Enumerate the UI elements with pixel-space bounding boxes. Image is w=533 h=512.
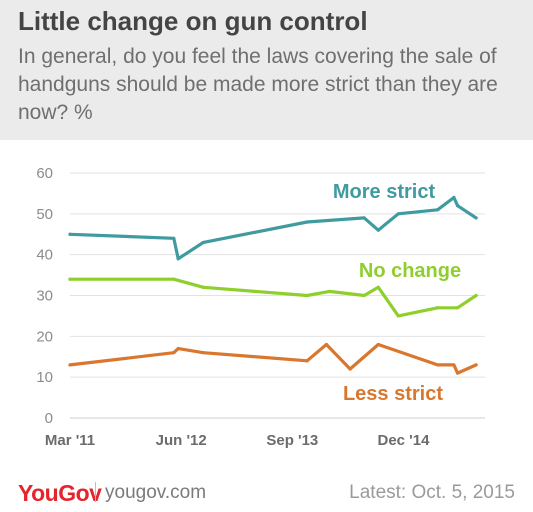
data-point-no-change (435, 306, 440, 310)
x-tick-label: Sep '13 (266, 432, 318, 449)
x-tick-label: Jun '12 (156, 432, 207, 449)
data-point-more-strict (396, 212, 400, 216)
data-point-more-strict (435, 208, 440, 212)
data-point-more-strict (201, 240, 205, 245)
data-point-more-strict (376, 228, 380, 232)
series-line-no-change (68, 277, 478, 318)
data-point-no-change (474, 293, 478, 298)
data-point-less-strict (68, 363, 72, 367)
brand-logo[interactable]: YouGov (18, 480, 102, 506)
data-point-no-change (305, 293, 309, 298)
data-point-less-strict (201, 351, 205, 355)
series-line-more-strict (68, 195, 478, 261)
data-point-more-strict (452, 195, 456, 200)
data-point-no-change (396, 314, 400, 318)
footer-divider (95, 482, 96, 502)
y-tick-label: 40 (36, 247, 53, 264)
data-point-more-strict (305, 220, 309, 224)
y-tick-label: 30 (36, 288, 53, 305)
data-point-no-change (362, 293, 366, 298)
data-point-less-strict (452, 363, 456, 367)
y-tick-label: 10 (36, 369, 53, 386)
x-tick-label: Dec '14 (378, 432, 431, 449)
y-tick-label: 50 (36, 206, 53, 223)
y-tick-label: 20 (36, 328, 53, 345)
data-point-more-strict (474, 216, 478, 220)
footer: YouGov yougov.com Latest: Oct. 5, 2015 (0, 470, 533, 512)
data-point-less-strict (305, 359, 309, 363)
data-point-no-change (327, 289, 331, 294)
data-point-more-strict (455, 204, 460, 208)
data-point-less-strict (172, 351, 176, 355)
site-link[interactable]: yougov.com (105, 482, 207, 503)
series-label-less-strict: Less strict (343, 383, 443, 405)
latest-date: Latest: Oct. 5, 2015 (349, 482, 515, 503)
line-chart: 0 10 20 30 40 50 60 Mar '11 Jun '12 Sep '13 Dec '1… (36, 165, 485, 449)
header: Little change on gun control In general,… (0, 0, 533, 140)
y-tick-label: 60 (36, 165, 53, 182)
data-point-less-strict (455, 371, 460, 375)
data-point-more-strict (176, 257, 180, 261)
page-subtitle: In general, do you feel the laws coverin… (18, 45, 498, 124)
series-label-no-change: No change (359, 260, 461, 282)
data-point-no-change (68, 277, 72, 281)
data-point-no-change (455, 306, 460, 310)
series-line-less-strict (68, 342, 478, 375)
series-label-more-strict: More strict (333, 181, 436, 203)
data-point-less-strict (435, 363, 440, 367)
y-tick-label: 0 (45, 410, 53, 427)
data-point-more-strict (362, 216, 366, 220)
data-point-more-strict (172, 236, 176, 240)
data-point-less-strict (176, 346, 180, 351)
data-point-more-strict (68, 232, 72, 236)
data-point-less-strict (376, 342, 380, 347)
data-point-no-change (376, 285, 380, 289)
data-point-less-strict (324, 342, 329, 347)
data-point-less-strict (348, 367, 352, 371)
data-point-no-change (172, 277, 176, 281)
page-title: Little change on gun control (18, 6, 368, 36)
data-point-less-strict (474, 363, 478, 367)
data-point-no-change (201, 285, 205, 289)
x-tick-label: Mar '11 (45, 432, 95, 449)
